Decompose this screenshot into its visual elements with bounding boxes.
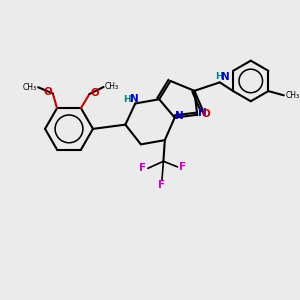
Text: O: O — [202, 109, 211, 119]
Text: N: N — [176, 111, 184, 121]
Text: H: H — [215, 72, 223, 81]
Text: O: O — [90, 88, 99, 98]
Text: N: N — [130, 94, 139, 104]
Text: CH₃: CH₃ — [22, 83, 37, 92]
Text: N: N — [221, 72, 230, 82]
Text: F: F — [158, 180, 166, 190]
Text: CH₃: CH₃ — [105, 82, 119, 91]
Text: H: H — [124, 95, 131, 104]
Text: O: O — [44, 87, 52, 97]
Text: N: N — [199, 108, 207, 118]
Text: F: F — [139, 163, 146, 173]
Text: F: F — [179, 162, 186, 172]
Text: CH₃: CH₃ — [285, 91, 299, 100]
